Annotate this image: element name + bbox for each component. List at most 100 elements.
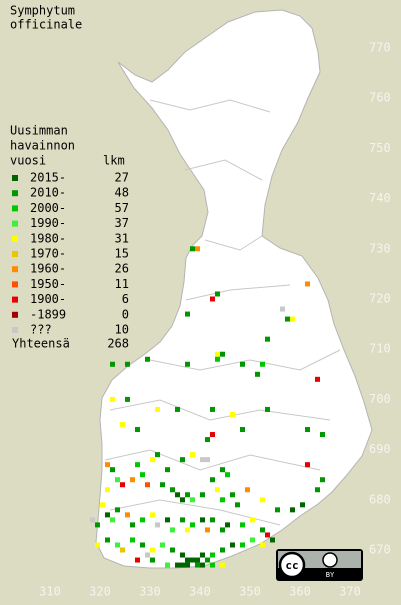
occurrence-square — [185, 562, 190, 568]
occurrence-square — [135, 427, 140, 433]
x-axis-label: 350 — [239, 585, 261, 599]
occurrence-square — [130, 522, 135, 528]
occurrence-square — [205, 557, 210, 563]
legend-count: 37 — [115, 216, 129, 230]
y-axis-label: 680 — [369, 492, 391, 506]
occurrence-square — [240, 361, 245, 367]
occurrence-square — [285, 316, 290, 322]
legend-label: 2015- — [30, 171, 66, 185]
occurrence-square — [210, 406, 215, 412]
occurrence-square — [200, 552, 205, 558]
occurrence-square — [190, 522, 195, 528]
legend-count: 31 — [115, 231, 129, 245]
legend-total-label: Yhteensä — [12, 337, 70, 351]
occurrence-square — [120, 482, 125, 488]
occurrence-square — [215, 351, 220, 357]
x-axis-label: 330 — [139, 585, 161, 599]
occurrence-square — [180, 562, 185, 568]
occurrence-square — [290, 316, 295, 322]
occurrence-square — [170, 527, 175, 533]
occurrence-square — [190, 452, 195, 458]
title-line: officinale — [10, 18, 82, 32]
occurrence-square — [200, 492, 205, 498]
occurrence-square — [180, 517, 185, 523]
occurrence-square — [100, 502, 105, 508]
legend-swatch — [12, 190, 18, 197]
occurrence-square — [125, 361, 130, 367]
legend-label: 1900- — [30, 292, 66, 306]
occurrence-square — [185, 361, 190, 367]
x-axis-label: 340 — [189, 585, 211, 599]
occurrence-square — [230, 492, 235, 498]
occurrence-square — [145, 552, 150, 558]
legend-count: 26 — [115, 262, 129, 276]
occurrence-square — [210, 432, 215, 438]
legend-swatch — [12, 175, 18, 181]
x-axis-label: 370 — [339, 585, 361, 599]
occurrence-square — [155, 452, 160, 458]
legend-label: 2010- — [30, 186, 66, 200]
legend-label: 1980- — [30, 231, 66, 245]
occurrence-square — [250, 517, 255, 523]
occurrence-square — [175, 562, 180, 568]
occurrence-square — [135, 557, 140, 563]
occurrence-square — [220, 562, 225, 568]
occurrence-square — [210, 552, 215, 558]
occurrence-square — [215, 487, 220, 493]
occurrence-square — [230, 411, 235, 417]
occurrence-square — [260, 527, 265, 533]
occurrence-square — [215, 356, 220, 362]
occurrence-square — [165, 467, 170, 473]
occurrence-square — [105, 487, 110, 493]
occurrence-square — [115, 507, 120, 513]
occurrence-square — [180, 497, 185, 503]
x-axis-label: 310 — [39, 585, 61, 599]
occurrence-square — [235, 502, 240, 508]
occurrence-square — [270, 537, 275, 543]
occurrence-square — [105, 537, 110, 543]
legend-label: 2000- — [30, 201, 66, 215]
occurrence-square — [120, 422, 125, 427]
legend-total: 268 — [107, 337, 129, 351]
legend-swatch — [12, 281, 18, 288]
y-axis-label: 690 — [369, 442, 391, 456]
occurrence-square — [185, 311, 190, 317]
legend-count: 27 — [115, 171, 129, 185]
legend-swatch — [12, 296, 18, 303]
occurrence-square — [315, 487, 320, 493]
by-text: BY — [326, 571, 335, 579]
occurrence-square — [250, 537, 255, 543]
legend-swatch — [12, 235, 18, 242]
occurrence-square — [260, 542, 265, 548]
legend-swatch — [12, 311, 18, 318]
occurrence-square — [260, 497, 265, 503]
cc-circle — [278, 551, 306, 579]
legend-count: 15 — [115, 247, 129, 261]
occurrence-square — [240, 542, 245, 548]
legend-label: -1899 — [30, 307, 66, 321]
occurrence-square — [210, 517, 215, 523]
occurrence-square — [110, 361, 115, 367]
occurrence-square — [300, 502, 305, 508]
occurrence-square — [225, 472, 230, 478]
occurrence-square — [205, 437, 210, 443]
occurrence-square — [205, 527, 210, 533]
legend-header: havainnon — [10, 139, 75, 153]
occurrence-square — [190, 246, 195, 252]
occurrence-square — [195, 562, 200, 568]
occurrence-square — [290, 507, 295, 513]
occurrence-square — [200, 517, 205, 523]
legend-swatch — [12, 266, 18, 273]
x-axis-label: 320 — [89, 585, 111, 599]
occurrence-square — [125, 396, 130, 402]
by-icon — [322, 552, 338, 568]
occurrence-square — [110, 396, 115, 402]
occurrence-square — [220, 527, 225, 533]
occurrence-square — [210, 296, 215, 302]
occurrence-square — [240, 522, 245, 528]
occurrence-square — [185, 557, 190, 563]
occurrence-square — [155, 406, 160, 412]
legend-swatch — [12, 251, 18, 257]
legend-count: 6 — [122, 292, 129, 306]
region-borders — [104, 99, 341, 526]
